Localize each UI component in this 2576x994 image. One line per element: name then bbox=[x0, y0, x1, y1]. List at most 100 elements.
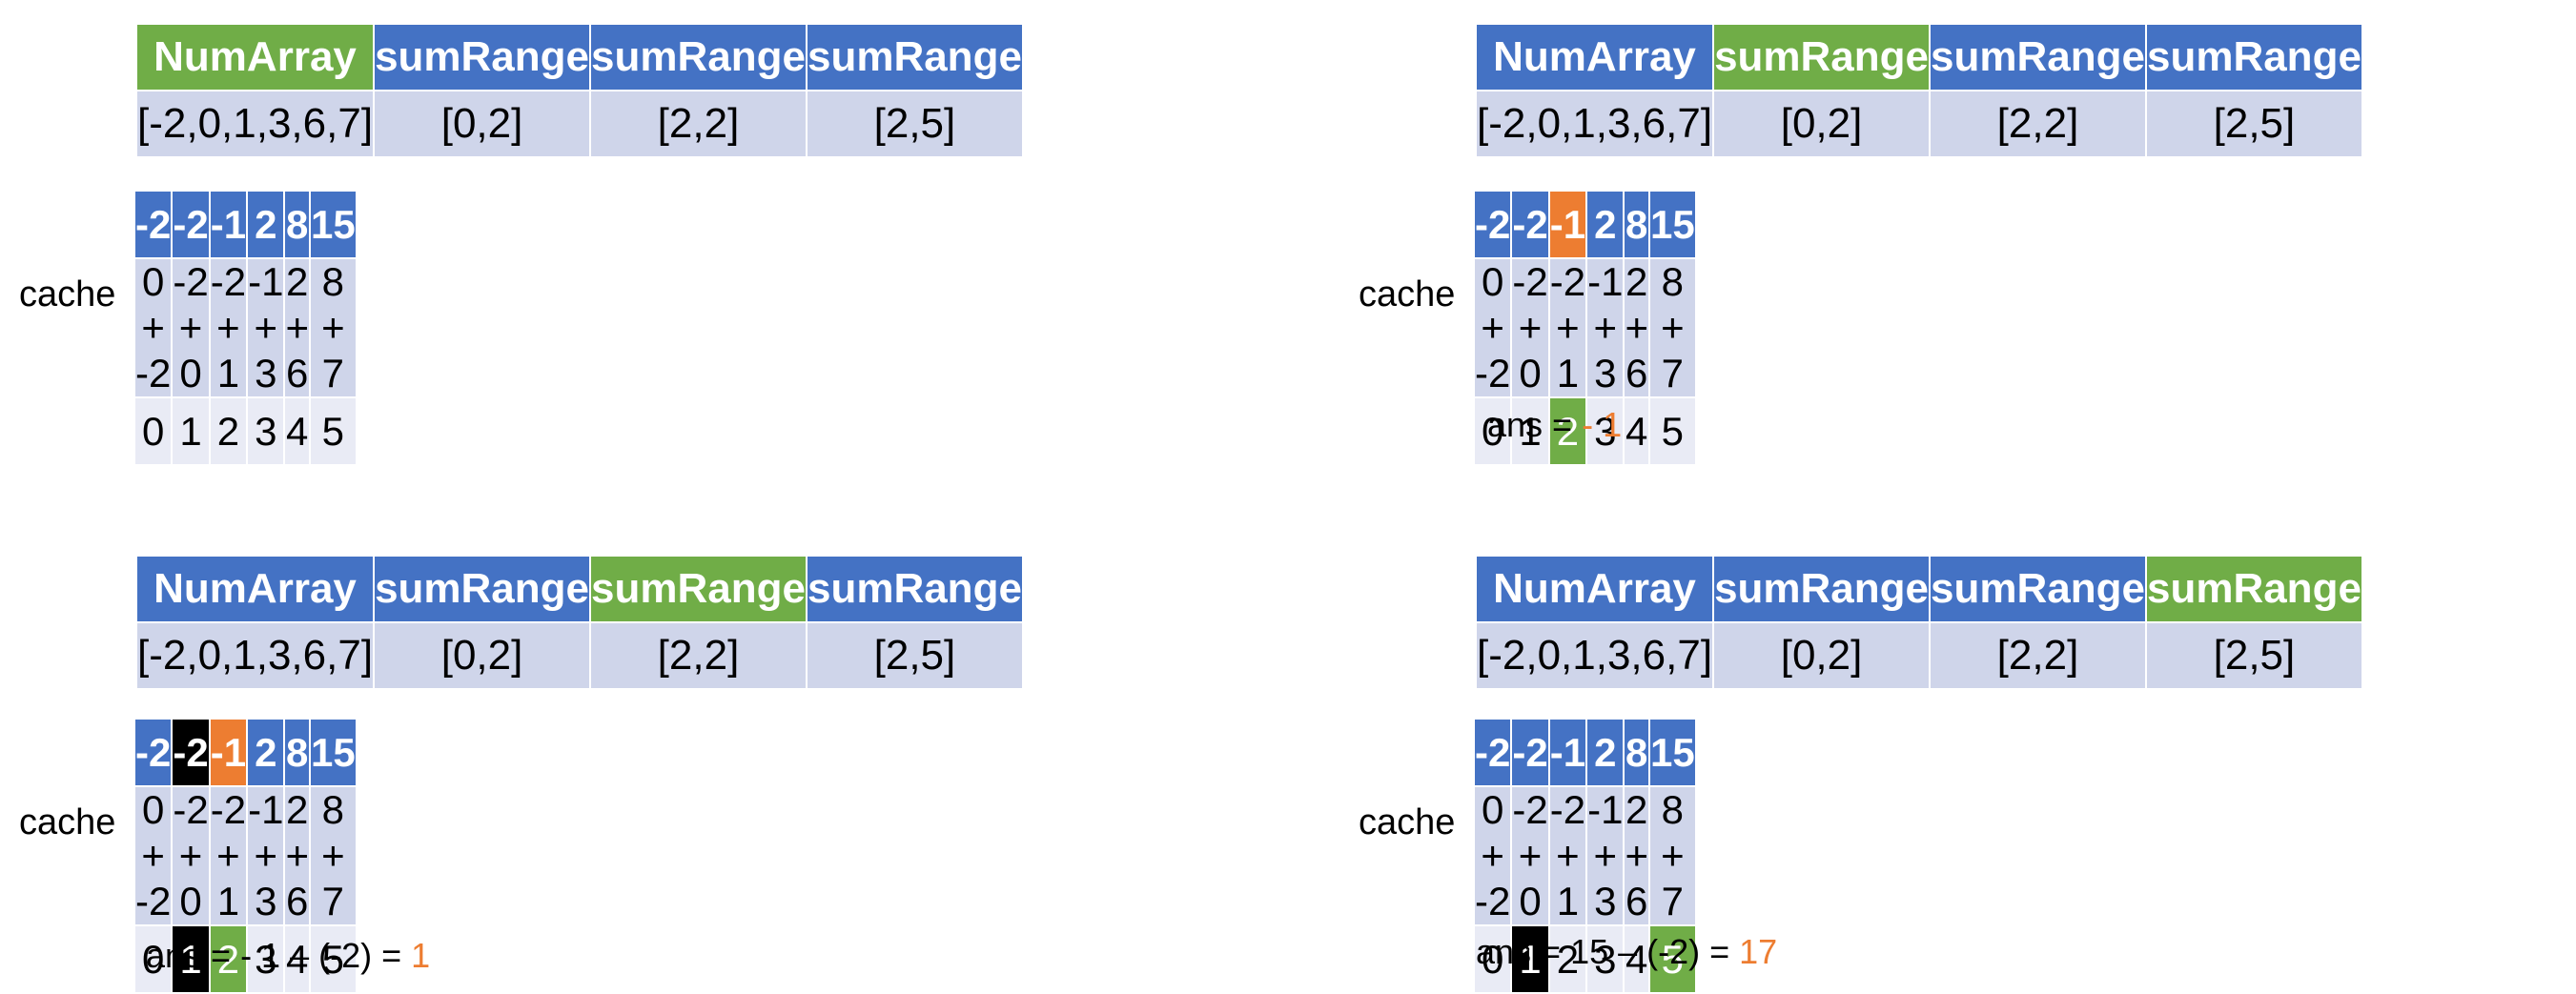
op-header-sumrange-3: sumRange bbox=[805, 23, 1024, 91]
cache-table: -2 -2 -1 2 8 15 0 + -2 -2 + 0 -2 + 1 -1 … bbox=[133, 190, 358, 466]
op-header-sumrange-2: sumRange bbox=[1929, 555, 2147, 623]
cache-index-highlighted: 1 bbox=[171, 924, 211, 994]
cache-formula: 8 + 7 bbox=[1647, 257, 1697, 398]
cache-label: cache bbox=[1359, 274, 1456, 314]
cache-label: cache bbox=[1359, 802, 1456, 842]
cache-value: -2 bbox=[1472, 190, 1513, 259]
cache-value: 2 bbox=[246, 718, 286, 787]
cache-index-highlighted: 2 bbox=[208, 924, 249, 994]
op-arg-nums: [-2,0,1,3,6,7] bbox=[134, 90, 376, 158]
cache-value: -2 bbox=[1510, 190, 1550, 259]
cache-index: 0 bbox=[1472, 396, 1513, 466]
answer-text: ans = 15 – (-2) = 17 bbox=[1476, 932, 1777, 972]
cache-table: -2 -2 -1 2 8 15 0 + -2 -2 + 0 -2 + 1 -1 … bbox=[1472, 718, 1697, 994]
op-header-sumrange-3: sumRange bbox=[2144, 555, 2363, 623]
answer-result: 17 bbox=[1739, 932, 1778, 971]
cache-formula: 8 + 7 bbox=[308, 785, 358, 926]
cache-value: 8 bbox=[1623, 190, 1650, 259]
op-arg-range-3: [2,5] bbox=[805, 621, 1024, 690]
op-arg-range-2: [2,2] bbox=[1929, 90, 2147, 158]
cache-value-highlighted: -1 bbox=[1547, 190, 1588, 259]
cache-formula: -2 + 0 bbox=[1510, 257, 1550, 398]
op-header-numarray: NumArray bbox=[1474, 23, 1715, 91]
cache-value-highlighted: -1 bbox=[208, 718, 249, 787]
cache-index-highlighted: 5 bbox=[1647, 924, 1697, 994]
op-header-sumrange-3: sumRange bbox=[2144, 23, 2363, 91]
cache-formula: -1 + 3 bbox=[1585, 785, 1625, 926]
op-arg-range-3: [2,5] bbox=[805, 90, 1024, 158]
answer-result: - 1 bbox=[1582, 405, 1623, 444]
cache-formula: -2 + 1 bbox=[1547, 257, 1588, 398]
cache-formula: -1 + 3 bbox=[246, 257, 286, 398]
op-arg-range-1: [0,2] bbox=[373, 621, 592, 690]
cache-value: -2 bbox=[133, 718, 174, 787]
op-header-numarray: NumArray bbox=[134, 23, 376, 91]
cache-formula: -2 + 0 bbox=[171, 785, 211, 926]
cache-value: -2 bbox=[1472, 718, 1513, 787]
cache-index-highlighted: 2 bbox=[1547, 396, 1588, 466]
op-arg-range-1: [0,2] bbox=[1712, 90, 1932, 158]
cache-index: 4 bbox=[283, 396, 311, 466]
cache-formula: -2 + 1 bbox=[1547, 785, 1588, 926]
cache-label: cache bbox=[19, 274, 116, 314]
cache-formula: 0 + -2 bbox=[133, 257, 174, 398]
cache-table: -2 -2 -1 2 8 15 0 + -2 -2 + 0 -2 + 1 -1 … bbox=[133, 718, 358, 994]
op-header-numarray: NumArray bbox=[1474, 555, 1715, 623]
answer-text: ans = - 1 bbox=[1487, 405, 1622, 445]
cache-formula: -2 + 0 bbox=[1510, 785, 1550, 926]
cache-formula: -1 + 3 bbox=[1585, 257, 1625, 398]
cache-table: -2 -2 -1 2 8 15 0 + -2 -2 + 0 -2 + 1 -1 … bbox=[1472, 190, 1697, 466]
cache-value: 2 bbox=[1585, 190, 1625, 259]
cache-index: 4 bbox=[1623, 396, 1650, 466]
cache-index: 3 bbox=[246, 396, 286, 466]
op-arg-range-1: [0,2] bbox=[373, 90, 592, 158]
cache-formula: 0 + -2 bbox=[1472, 785, 1513, 926]
cache-value: 15 bbox=[308, 190, 358, 259]
cache-index: 1 bbox=[1510, 396, 1550, 466]
cache-value: -1 bbox=[1547, 718, 1588, 787]
cache-value: 2 bbox=[1585, 718, 1625, 787]
cache-value: -2 bbox=[171, 190, 211, 259]
cache-value: 15 bbox=[1647, 190, 1697, 259]
op-arg-nums: [-2,0,1,3,6,7] bbox=[134, 621, 376, 690]
cache-index: 2 bbox=[1547, 924, 1588, 994]
cache-value: -1 bbox=[208, 190, 249, 259]
op-header-sumrange-1: sumRange bbox=[373, 23, 592, 91]
op-header-sumrange-2: sumRange bbox=[589, 555, 808, 623]
cache-index: 2 bbox=[208, 396, 249, 466]
cache-value: 15 bbox=[1647, 718, 1697, 787]
operations-table: NumArray sumRange sumRange sumRange [-2,… bbox=[134, 555, 1024, 690]
cache-formula: -2 + 1 bbox=[208, 257, 249, 398]
cache-index: 3 bbox=[1585, 396, 1625, 466]
operations-table: NumArray sumRange sumRange sumRange [-2,… bbox=[1474, 23, 2363, 158]
op-header-sumrange-1: sumRange bbox=[1712, 23, 1932, 91]
answer-prefix: ans = 15 – (-2) = bbox=[1476, 932, 1740, 971]
op-header-sumrange-3: sumRange bbox=[805, 555, 1024, 623]
cache-index: 0 bbox=[133, 396, 174, 466]
answer-result: 1 bbox=[411, 936, 431, 975]
cache-value: 8 bbox=[1623, 718, 1650, 787]
cache-formula: -2 + 0 bbox=[171, 257, 211, 398]
op-header-sumrange-1: sumRange bbox=[1712, 555, 1932, 623]
cache-formula: 2 + 6 bbox=[1623, 257, 1650, 398]
cache-index: 5 bbox=[1647, 396, 1697, 466]
cache-value: 15 bbox=[308, 718, 358, 787]
cache-formula: 0 + -2 bbox=[133, 785, 174, 926]
cache-index: 4 bbox=[1623, 924, 1650, 994]
operations-table: NumArray sumRange sumRange sumRange [-2,… bbox=[134, 23, 1024, 158]
cache-value: 8 bbox=[283, 190, 311, 259]
cache-formula: 2 + 6 bbox=[283, 257, 311, 398]
op-header-sumrange-2: sumRange bbox=[589, 23, 808, 91]
cache-index: 0 bbox=[133, 924, 174, 994]
op-arg-range-2: [2,2] bbox=[589, 90, 808, 158]
op-arg-range-1: [0,2] bbox=[1712, 621, 1932, 690]
cache-index: 5 bbox=[308, 924, 358, 994]
cache-index: 3 bbox=[246, 924, 286, 994]
cache-value-highlighted: -2 bbox=[171, 718, 211, 787]
operations-table: NumArray sumRange sumRange sumRange [-2,… bbox=[1474, 555, 2363, 690]
op-arg-range-3: [2,5] bbox=[2144, 90, 2363, 158]
cache-value: -2 bbox=[133, 190, 174, 259]
cache-formula: 2 + 6 bbox=[283, 785, 311, 926]
op-arg-range-2: [2,2] bbox=[1929, 621, 2147, 690]
cache-index: 5 bbox=[308, 396, 358, 466]
